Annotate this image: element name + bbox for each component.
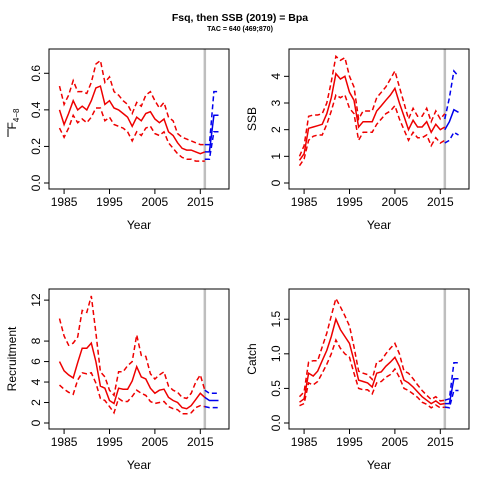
forecast-upper-bound — [444, 362, 459, 401]
y-tick-label: 0.6 — [29, 65, 43, 82]
history-upper-bound — [298, 54, 446, 157]
y-tick-label: 2 — [269, 126, 283, 133]
x-tick-label: 1985 — [291, 435, 318, 449]
history-lower-bound — [299, 338, 445, 409]
y-tick-label: 0 — [269, 179, 283, 186]
y-tick-label: 1.0 — [269, 345, 283, 362]
chart-panel-1: 1985 1995 2005 2015 Year 0.0 0.2 0.4 0.6 F4−8 — [5, 48, 230, 232]
forecast-lower-bound — [204, 131, 219, 160]
forecast-upper-bound — [204, 389, 219, 395]
x-tick-label: 1995 — [336, 195, 363, 209]
y-axis-label: SSB — [245, 107, 259, 131]
chart-panel-4: 1985 1995 2005 2015 Year 0.0 0.5 1.0 1.5 Catch — [245, 288, 470, 472]
x-tick-label: 2015 — [187, 435, 214, 449]
y-tick-label: 6 — [29, 358, 43, 365]
x-tick-label: 2005 — [382, 195, 409, 209]
x-axis-label: Year — [367, 218, 391, 232]
y-tick-label: 0.0 — [269, 414, 283, 431]
y-axis-label-subscript: 4−8 — [12, 108, 21, 122]
forecast-upper-bound — [204, 90, 219, 146]
y-axis-label: Recruitment — [5, 326, 19, 391]
y-tick-label: 8 — [29, 337, 43, 344]
plot-frame — [48, 48, 230, 190]
x-tick-label: 2015 — [427, 195, 454, 209]
history-lower-bound — [298, 93, 446, 167]
figure-subtitle: TAC = 640 (469;870) — [207, 26, 273, 33]
y-tick-label: 0.0 — [29, 174, 43, 191]
history-lower-bound — [58, 107, 205, 162]
y-tick-label: 0 — [29, 419, 43, 426]
history-estimate-line — [58, 85, 206, 155]
history-estimate-line — [58, 341, 206, 410]
forecast-estimate-line — [204, 396, 219, 402]
y-tick-label: 1.5 — [269, 311, 283, 328]
y-tick-label: 4 — [29, 378, 43, 385]
x-tick-label: 2015 — [187, 195, 214, 209]
x-axis-label: Year — [367, 458, 391, 472]
x-tick-label: 2015 — [427, 435, 454, 449]
y-tick-label: 0.2 — [29, 138, 43, 155]
y-axis-label-main: Recruitment — [5, 326, 19, 391]
forecast-estimate-line — [444, 108, 459, 131]
y-tick-label: 3 — [269, 99, 283, 106]
history-lower-bound — [59, 371, 205, 415]
forecast-lower-bound — [204, 405, 219, 409]
y-tick-label: 0.5 — [269, 380, 283, 397]
y-tick-label: 0.4 — [29, 101, 43, 118]
y-tick-label: 1 — [269, 153, 283, 160]
x-tick-label: 2005 — [142, 195, 169, 209]
x-tick-label: 1995 — [96, 195, 123, 209]
y-axis-label: F4−8 — [5, 108, 21, 129]
y-axis-label-main: F — [5, 122, 19, 129]
history-upper-bound — [58, 295, 206, 400]
history-estimate-line — [298, 72, 446, 161]
x-tick-label: 2005 — [382, 435, 409, 449]
chart-panel-3: 1985 1995 2005 2015 Year 0 2 4 6 8 12 Recruitment — [5, 288, 230, 472]
y-tick-label: 2 — [29, 399, 43, 406]
x-axis-label: Year — [127, 458, 151, 472]
x-tick-label: 1985 — [51, 435, 78, 449]
x-tick-label: 1995 — [96, 435, 123, 449]
y-tick-label: 4 — [269, 73, 283, 80]
y-axis-label: Catch — [245, 343, 259, 374]
plot-frame — [288, 288, 470, 430]
plot-frame — [48, 288, 230, 430]
forecast-estimate-line — [204, 114, 219, 153]
figure-title: Fsq, then SSB (2019) = Bpa — [172, 12, 308, 24]
x-tick-label: 1985 — [51, 195, 78, 209]
x-axis-label: Year — [127, 218, 151, 232]
y-axis-label-main: Catch — [245, 343, 259, 374]
x-tick-label: 2005 — [142, 435, 169, 449]
x-tick-label: 1985 — [291, 195, 318, 209]
y-tick-label: 12 — [29, 293, 43, 307]
chart-panel-2: 1985 1995 2005 2015 Year 0 1 2 3 4 SSB — [245, 48, 470, 232]
forecast-lower-bound — [444, 389, 459, 409]
history-upper-bound — [58, 59, 205, 146]
forecast-estimate-line — [444, 377, 459, 405]
forecast-upper-bound — [444, 69, 460, 120]
history-upper-bound — [298, 296, 445, 402]
y-axis-label-main: SSB — [245, 107, 259, 131]
history-estimate-line — [299, 316, 445, 406]
forecast-lower-bound — [444, 131, 459, 144]
x-tick-label: 1995 — [336, 435, 363, 449]
plot-frame — [288, 48, 470, 190]
